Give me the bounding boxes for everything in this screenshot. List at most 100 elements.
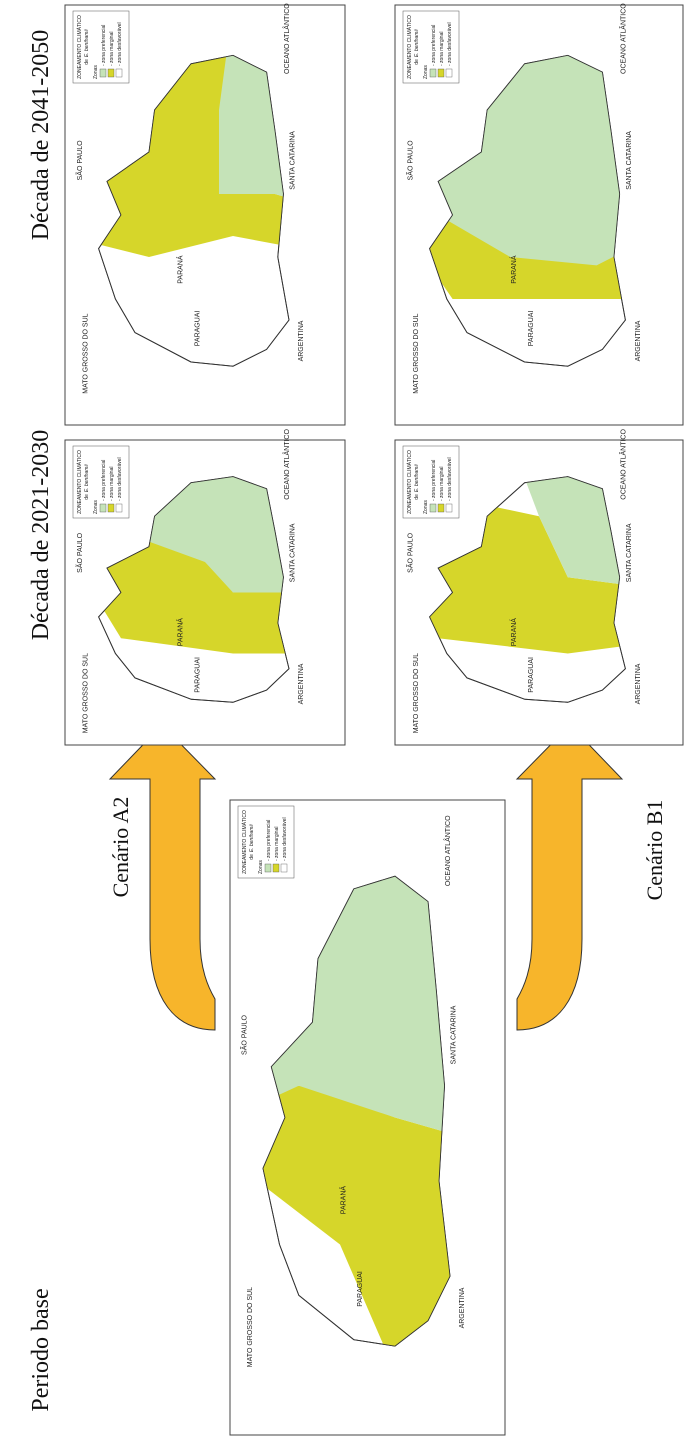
- heading: Periodo base: [28, 1288, 54, 1411]
- place-label: ARGENTINA: [635, 320, 642, 361]
- legend-prefix: de: [414, 494, 420, 500]
- legend-swatch: [430, 69, 436, 77]
- legend-zones-label: Zonas: [423, 65, 429, 79]
- place-label: PARANÁ: [509, 618, 518, 647]
- legend-prefix: de: [414, 59, 420, 65]
- place-label: OCEANO ATLÂNTICO: [282, 3, 291, 74]
- legend-subtitle: de E. benthamii: [249, 823, 255, 859]
- legend-species: E. benthamii: [84, 28, 90, 57]
- legend-label: - zona desfavorável: [447, 22, 453, 66]
- legend-swatch: [281, 864, 287, 872]
- legend-species: E. benthamii: [249, 823, 255, 852]
- legend-prefix: de: [84, 494, 90, 500]
- place-label: PARANÁ: [176, 618, 185, 647]
- legend-label: - zona marginal: [109, 32, 115, 66]
- place-label: OCEANO ATLÂNTICO: [282, 429, 291, 500]
- scenario-label: Cenário B1: [642, 800, 667, 901]
- place-label: ARGENTINA: [459, 1287, 466, 1328]
- legend-title: ZONEAMENTO CLIMÁTICO: [76, 15, 83, 79]
- legend-subtitle: de E. benthamii: [84, 28, 90, 64]
- place-label: PARAGUAI: [528, 657, 535, 693]
- legend-zones-label: Zonas: [423, 500, 429, 514]
- place-label: ARGENTINA: [298, 320, 305, 361]
- legend-title: ZONEAMENTO CLIMÁTICO: [406, 450, 413, 514]
- legend-subtitle: de E. benthamii: [414, 28, 420, 64]
- legend-zones-label: Zonas: [258, 860, 264, 874]
- legend-swatch: [100, 504, 106, 512]
- place-label: PARAGUAI: [194, 311, 201, 347]
- legend-title: ZONEAMENTO CLIMÁTICO: [76, 450, 83, 514]
- place-label: PARAGUAI: [528, 311, 535, 347]
- legend-swatch: [108, 504, 114, 512]
- legend-species: E. benthamii: [84, 463, 90, 492]
- place-label: SANTA CATARINA: [451, 1005, 458, 1064]
- place-label: ARGENTINA: [635, 663, 642, 704]
- place-label: SÃO PAULO: [405, 532, 414, 572]
- figure-canvas: Década de 2041-2050 Década de 2021-2030 …: [0, 0, 687, 1439]
- legend-label: - zona marginal: [109, 467, 115, 501]
- place-label: ARGENTINA: [298, 663, 305, 704]
- legend-swatch: [273, 864, 279, 872]
- legend-prefix: de: [249, 854, 255, 860]
- legend-label: - zona desfavorável: [282, 817, 288, 861]
- legend-label: - zona desfavorável: [117, 22, 123, 66]
- place-label: SÃO PAULO: [75, 532, 84, 572]
- legend-label: - zona preferencial: [431, 25, 437, 66]
- legend-swatch: [265, 864, 271, 872]
- place-label: PARANÁ: [339, 1186, 348, 1215]
- place-label: MATO GROSSO DO SUL: [247, 1287, 254, 1367]
- legend-label: - zona marginal: [439, 467, 445, 501]
- place-label: SANTA CATARINA: [290, 523, 297, 582]
- legend-zones-label: Zonas: [93, 65, 99, 79]
- legend-swatch: [116, 69, 122, 77]
- legend-swatch: [446, 504, 452, 512]
- arrow: [517, 725, 622, 1030]
- map: MATO GROSSO DO SUL PARAGUAI ARGENTINA SÃO P…: [230, 800, 505, 1435]
- legend-label: - zona desfavorável: [117, 457, 123, 501]
- place-label: SÃO PAULO: [405, 140, 414, 180]
- legend-swatch: [446, 69, 452, 77]
- legend-label: - zona preferencial: [431, 460, 437, 501]
- legend-label: - zona preferencial: [266, 820, 272, 861]
- place-label: PARANÁ: [176, 255, 185, 284]
- legend-swatch: [108, 69, 114, 77]
- legend-label: - zona preferencial: [101, 25, 107, 66]
- heading: Década de 2021-2030: [28, 430, 54, 641]
- legend-swatch: [430, 504, 436, 512]
- heading: Década de 2041-2050: [28, 30, 54, 241]
- legend-label: - zona marginal: [439, 32, 445, 66]
- place-label: MATO GROSSO DO SUL: [82, 653, 89, 733]
- legend-swatch: [438, 504, 444, 512]
- legend-prefix: de: [84, 59, 90, 65]
- legend-title: ZONEAMENTO CLIMÁTICO: [241, 810, 248, 874]
- place-label: SANTA CATARINA: [290, 131, 297, 190]
- legend-label: - zona preferencial: [101, 460, 107, 501]
- figure: Década de 2041-2050 Década de 2021-2030 …: [0, 0, 687, 1439]
- place-label: SANTA CATARINA: [626, 523, 633, 582]
- legend-label: - zona desfavorável: [447, 457, 453, 501]
- place-label: OCEANO ATLÂNTICO: [618, 429, 627, 500]
- legend-zones-label: Zonas: [93, 500, 99, 514]
- place-label: MATO GROSSO DO SUL: [413, 653, 420, 733]
- legend-swatch: [438, 69, 444, 77]
- legend-swatch: [116, 504, 122, 512]
- place-label: OCEANO ATLÂNTICO: [618, 3, 627, 74]
- place-label: MATO GROSSO DO SUL: [82, 313, 89, 393]
- legend-subtitle: de E. benthamii: [414, 463, 420, 499]
- legend-label: - zona marginal: [274, 827, 280, 861]
- page: Década de 2041-2050 Década de 2021-2030 …: [0, 0, 687, 1439]
- legend-species: E. benthamii: [414, 463, 420, 492]
- map: MATO GROSSO DO SUL PARAGUAI ARGENTINA SÃO P…: [395, 429, 683, 745]
- legend-subtitle: de E. benthamii: [84, 463, 90, 499]
- place-label: PARAGUAI: [357, 1271, 364, 1307]
- legend-species: E. benthamii: [414, 28, 420, 57]
- legend-title: ZONEAMENTO CLIMÁTICO: [406, 15, 413, 79]
- legend-swatch: [100, 69, 106, 77]
- scenario-label: Cenário A2: [108, 797, 133, 898]
- place-label: SÃO PAULO: [240, 1014, 249, 1054]
- place-label: SANTA CATARINA: [626, 131, 633, 190]
- place-label: OCEANO ATLÂNTICO: [443, 815, 452, 886]
